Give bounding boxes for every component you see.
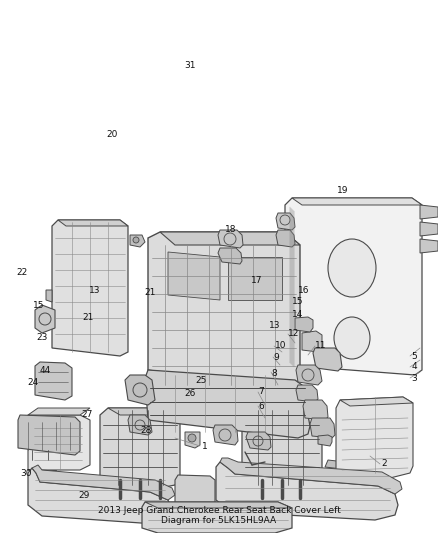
Text: 25: 25 bbox=[195, 376, 206, 385]
Polygon shape bbox=[32, 465, 175, 500]
Text: 22: 22 bbox=[17, 268, 28, 277]
Text: 5: 5 bbox=[412, 352, 417, 360]
Text: 28: 28 bbox=[140, 426, 152, 435]
Polygon shape bbox=[28, 468, 172, 524]
Text: 18: 18 bbox=[225, 225, 237, 233]
Text: 24: 24 bbox=[28, 378, 39, 387]
Polygon shape bbox=[295, 317, 313, 332]
Polygon shape bbox=[340, 397, 413, 406]
Polygon shape bbox=[145, 370, 310, 438]
Polygon shape bbox=[142, 502, 292, 533]
Text: 27: 27 bbox=[81, 410, 93, 418]
Text: 12: 12 bbox=[288, 329, 300, 338]
Polygon shape bbox=[242, 408, 322, 488]
Polygon shape bbox=[216, 462, 398, 520]
Polygon shape bbox=[302, 331, 322, 352]
Text: 4: 4 bbox=[412, 362, 417, 371]
Polygon shape bbox=[276, 213, 295, 230]
Polygon shape bbox=[220, 458, 402, 494]
Text: 8: 8 bbox=[272, 369, 277, 377]
Polygon shape bbox=[168, 252, 220, 300]
Text: 2013 Jeep Grand Cherokee Rear Seat Back Cover Left
Diagram for 5LK15HL9AA: 2013 Jeep Grand Cherokee Rear Seat Back … bbox=[98, 506, 340, 525]
Polygon shape bbox=[130, 235, 145, 247]
Polygon shape bbox=[218, 248, 242, 264]
Polygon shape bbox=[248, 408, 322, 415]
Text: 13: 13 bbox=[89, 286, 101, 295]
Polygon shape bbox=[185, 432, 200, 448]
Polygon shape bbox=[285, 198, 422, 375]
Polygon shape bbox=[313, 348, 342, 371]
Polygon shape bbox=[46, 290, 52, 302]
Text: 44: 44 bbox=[40, 366, 51, 375]
Polygon shape bbox=[325, 460, 345, 469]
Text: 17: 17 bbox=[251, 277, 262, 285]
Polygon shape bbox=[52, 220, 128, 356]
Text: 14: 14 bbox=[292, 310, 304, 319]
Polygon shape bbox=[28, 408, 90, 415]
Text: 9: 9 bbox=[274, 353, 279, 361]
Text: 2: 2 bbox=[381, 459, 387, 468]
Text: 13: 13 bbox=[269, 321, 280, 329]
Text: 15: 15 bbox=[33, 302, 45, 310]
Polygon shape bbox=[420, 222, 438, 236]
Polygon shape bbox=[28, 460, 56, 470]
Polygon shape bbox=[296, 385, 318, 402]
Text: 6: 6 bbox=[258, 402, 264, 410]
Text: 20: 20 bbox=[106, 130, 117, 139]
Polygon shape bbox=[35, 362, 72, 400]
Text: 30: 30 bbox=[20, 469, 32, 478]
Polygon shape bbox=[175, 475, 215, 514]
Polygon shape bbox=[420, 239, 438, 253]
Text: 26: 26 bbox=[184, 389, 195, 398]
Text: 7: 7 bbox=[258, 387, 264, 396]
Polygon shape bbox=[145, 502, 292, 508]
Polygon shape bbox=[420, 205, 438, 219]
Text: 19: 19 bbox=[337, 187, 349, 195]
Text: 11: 11 bbox=[315, 342, 327, 350]
Text: 16: 16 bbox=[298, 286, 310, 295]
Text: 10: 10 bbox=[275, 342, 286, 350]
Polygon shape bbox=[336, 397, 413, 478]
Polygon shape bbox=[35, 305, 55, 333]
Polygon shape bbox=[58, 220, 128, 226]
Text: 21: 21 bbox=[82, 313, 94, 322]
Polygon shape bbox=[292, 198, 422, 205]
Text: 31: 31 bbox=[184, 61, 195, 69]
Text: 23: 23 bbox=[36, 333, 47, 342]
Polygon shape bbox=[296, 365, 322, 385]
Polygon shape bbox=[276, 230, 295, 247]
Circle shape bbox=[188, 434, 196, 442]
Text: 29: 29 bbox=[78, 491, 89, 500]
Polygon shape bbox=[228, 257, 282, 300]
Circle shape bbox=[133, 237, 139, 243]
Polygon shape bbox=[125, 375, 155, 405]
Ellipse shape bbox=[334, 317, 370, 359]
Polygon shape bbox=[160, 232, 300, 245]
Polygon shape bbox=[128, 415, 152, 435]
Polygon shape bbox=[318, 435, 332, 446]
Polygon shape bbox=[303, 400, 328, 420]
Polygon shape bbox=[28, 415, 90, 470]
Text: 21: 21 bbox=[145, 288, 156, 296]
Polygon shape bbox=[18, 415, 80, 455]
Polygon shape bbox=[213, 425, 238, 445]
Polygon shape bbox=[100, 408, 180, 488]
Polygon shape bbox=[108, 408, 180, 415]
Polygon shape bbox=[310, 418, 335, 438]
Text: 3: 3 bbox=[412, 374, 417, 383]
Ellipse shape bbox=[328, 239, 376, 297]
Text: 15: 15 bbox=[292, 297, 304, 306]
Text: 1: 1 bbox=[201, 442, 207, 451]
Polygon shape bbox=[246, 432, 271, 450]
Polygon shape bbox=[218, 230, 243, 248]
Polygon shape bbox=[148, 232, 300, 388]
